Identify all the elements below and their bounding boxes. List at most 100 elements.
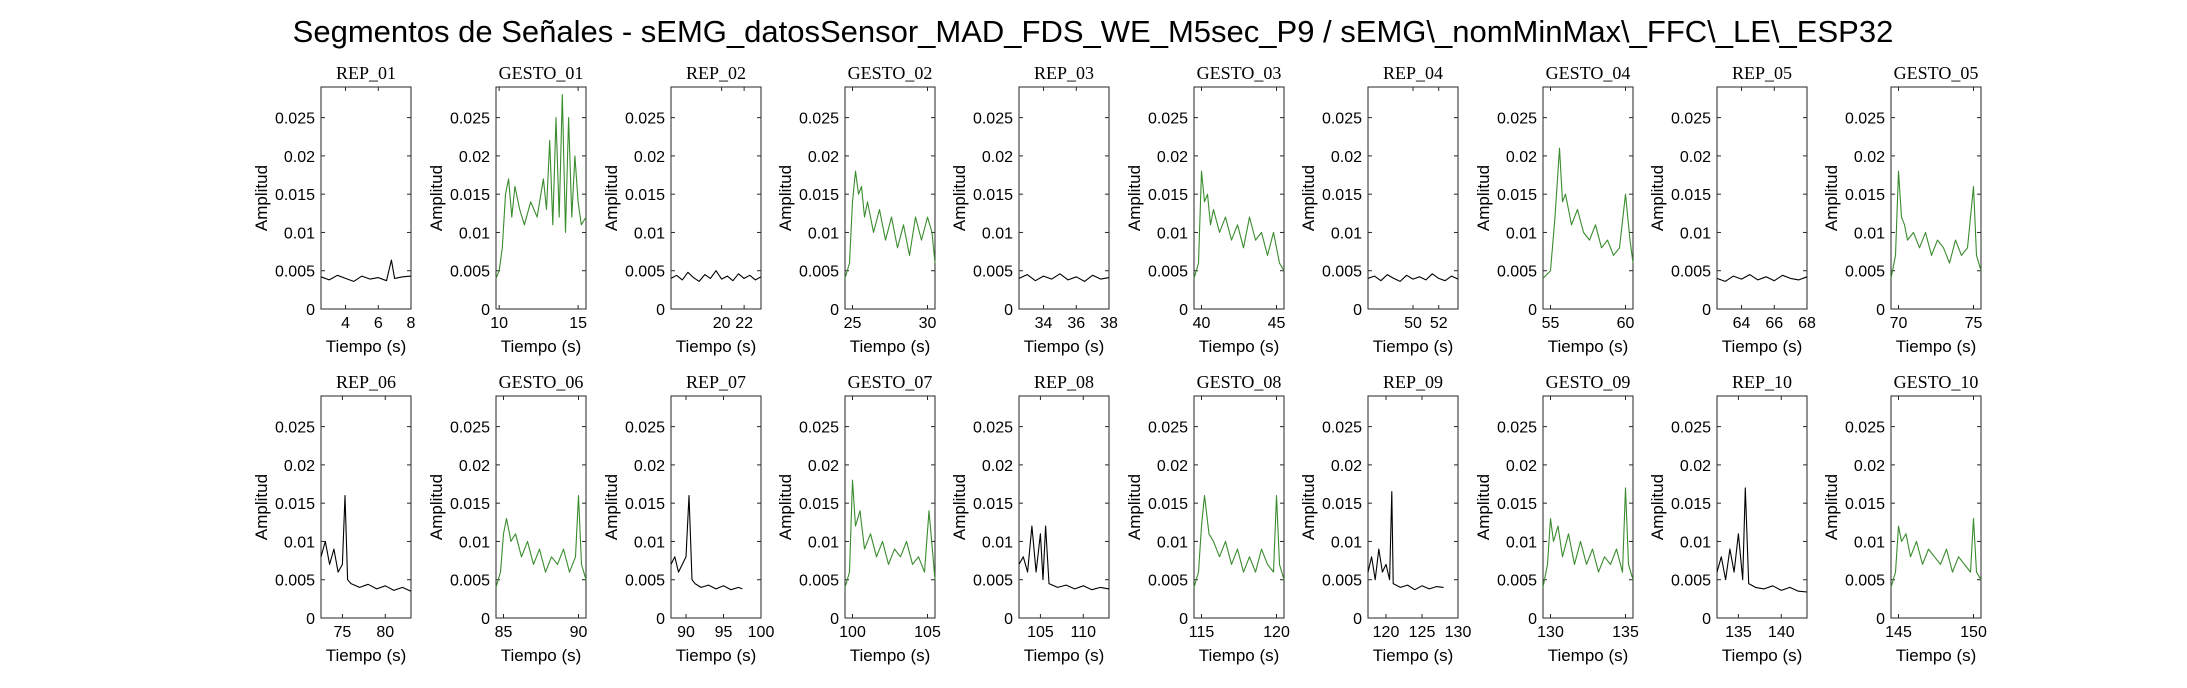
subplot-title: REP_03 (1034, 63, 1094, 83)
subplot-title: REP_02 (686, 63, 746, 83)
y-tick-label: 0.005 (1671, 264, 1711, 281)
x-tick-label: 30 (919, 315, 937, 332)
subplot-title: REP_06 (336, 372, 396, 392)
signal-line (320, 259, 412, 282)
y-tick-label: 0.005 (1322, 264, 1362, 281)
x-tick-label: 135 (1725, 624, 1752, 641)
y-tick-label: 0.01 (1157, 534, 1188, 551)
figure-title: Segmentos de Señales - sEMG_datosSensor_… (293, 14, 1894, 49)
subplot-gesto-04: GESTO_04 0 0.005 0.01 0.015 0.02 0.025 55 60 Tiem… (1474, 63, 1635, 356)
y-tick-label: 0.025 (1148, 420, 1188, 437)
subplot-title: GESTO_04 (1546, 63, 1631, 83)
y-tick-label: 0.01 (1854, 534, 1885, 551)
subplot-rep-08: REP_08 0 0.005 0.01 0.015 0.02 0.025 105 110 Tiem… (950, 372, 1110, 665)
subplot-gesto-08: GESTO_08 0 0.005 0.01 0.015 0.02 0.025 115 120 Ti… (1125, 372, 1290, 665)
y-tick-label: 0.02 (284, 458, 315, 475)
subplot-title: REP_05 (1732, 63, 1792, 83)
x-tick-label: 40 (1193, 315, 1211, 332)
y-tick-label: 0 (1528, 302, 1537, 319)
y-tick-label: 0.01 (1331, 225, 1362, 242)
y-tick-label: 0.01 (1157, 225, 1188, 242)
signal-line (1018, 273, 1110, 282)
signal-line (495, 94, 587, 279)
y-tick-label: 0.015 (450, 496, 490, 513)
y-tick-label: 0.01 (459, 534, 490, 551)
y-tick-label: 0 (1353, 611, 1362, 628)
subplot-rep-05: REP_05 0 0.005 0.01 0.015 0.02 0.025 64 66 68 Tiem… (1648, 63, 1816, 356)
subplot-title: GESTO_03 (1197, 63, 1282, 83)
signal-line (670, 494, 743, 591)
x-tick-label: 36 (1067, 315, 1085, 332)
y-axis-label: Amplitud (602, 165, 621, 231)
y-tick-label: 0.01 (982, 225, 1013, 242)
y-tick-label: 0.005 (625, 573, 665, 590)
y-tick-label: 0.025 (1497, 420, 1537, 437)
y-tick-label: 0.025 (973, 420, 1013, 437)
y-tick-label: 0.01 (634, 225, 665, 242)
subplot-rep-09: REP_09 0 0.005 0.01 0.015 0.02 0.025 120 125 130 T… (1299, 372, 1471, 665)
x-tick-label: 130 (1537, 624, 1564, 641)
subplot-rep-07: REP_07 0 0.005 0.01 0.015 0.02 0.025 90 95 100 Tie… (602, 372, 774, 665)
y-tick-label: 0.01 (284, 225, 315, 242)
y-axis-label: Amplitud (1648, 474, 1667, 540)
x-axis-label: Tiempo (s) (1024, 646, 1105, 665)
x-tick-label: 100 (839, 624, 866, 641)
y-tick-label: 0.025 (1671, 111, 1711, 128)
y-axis-label: Amplitud (1299, 474, 1318, 540)
plot-area (670, 395, 762, 619)
signal-line (1890, 170, 1982, 279)
x-axis-label: Tiempo (s) (1722, 646, 1803, 665)
y-tick-label: 0.02 (1157, 149, 1188, 166)
x-tick-label: 85 (495, 624, 513, 641)
y-tick-label: 0.01 (1506, 225, 1537, 242)
y-axis-label: Amplitud (950, 474, 969, 540)
x-tick-label: 66 (1765, 315, 1783, 332)
y-axis-label: Amplitud (776, 474, 795, 540)
x-tick-label: 6 (374, 315, 383, 332)
x-axis-label: Tiempo (s) (676, 337, 757, 356)
y-axis-label: Amplitud (776, 165, 795, 231)
y-tick-label: 0 (830, 611, 839, 628)
y-tick-label: 0 (830, 302, 839, 319)
y-axis-label: Amplitud (950, 165, 969, 231)
plot-area (844, 86, 936, 310)
y-tick-label: 0.025 (450, 420, 490, 437)
y-tick-label: 0.005 (1148, 264, 1188, 281)
x-tick-label: 70 (1890, 315, 1908, 332)
x-tick-label: 45 (1268, 315, 1286, 332)
x-tick-label: 50 (1404, 315, 1422, 332)
y-tick-label: 0.005 (1671, 573, 1711, 590)
y-tick-label: 0.015 (275, 187, 315, 204)
y-tick-label: 0.015 (275, 496, 315, 513)
y-axis-label: Amplitud (602, 474, 621, 540)
y-tick-label: 0.005 (450, 264, 490, 281)
plot-area (1890, 86, 1982, 310)
y-tick-label: 0.015 (799, 496, 839, 513)
y-tick-label: 0.025 (625, 420, 665, 437)
plot-area (670, 86, 762, 310)
y-tick-label: 0.025 (1671, 420, 1711, 437)
y-tick-label: 0.02 (634, 458, 665, 475)
subplot-rep-02: REP_02 0 0.005 0.01 0.015 0.02 0.025 20 22 Tiempo… (602, 63, 762, 356)
x-axis-label: Tiempo (s) (1896, 337, 1977, 356)
signal-line (844, 479, 936, 588)
x-tick-label: 25 (844, 315, 862, 332)
subplot-gesto-05: GESTO_05 0 0.005 0.01 0.015 0.02 0.025 70 75 Tiem… (1822, 63, 1983, 356)
signal-line (1367, 273, 1459, 282)
subplot-rep-03: REP_03 0 0.005 0.01 0.015 0.02 0.025 34 36 38 Tiem… (950, 63, 1118, 356)
signal-line (495, 494, 587, 588)
x-axis-label: Tiempo (s) (850, 646, 931, 665)
y-tick-label: 0.02 (459, 149, 490, 166)
x-tick-label: 22 (735, 315, 753, 332)
y-tick-label: 0.015 (799, 187, 839, 204)
y-axis-label: Amplitud (1822, 165, 1841, 231)
x-axis-label: Tiempo (s) (1024, 337, 1105, 356)
plot-area (1193, 86, 1285, 310)
x-tick-label: 20 (713, 315, 731, 332)
y-tick-label: 0 (1179, 611, 1188, 628)
y-tick-label: 0.02 (634, 149, 665, 166)
x-tick-label: 90 (677, 624, 695, 641)
y-tick-label: 0.005 (799, 573, 839, 590)
y-tick-label: 0 (1702, 611, 1711, 628)
y-tick-label: 0.015 (625, 187, 665, 204)
